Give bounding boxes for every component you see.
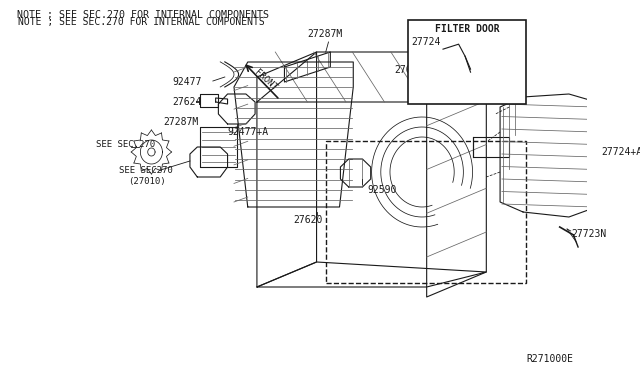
- Text: NOTE ; SEE SEC.270 FOR INTERNAL COMPONENTS: NOTE ; SEE SEC.270 FOR INTERNAL COMPONEN…: [17, 10, 269, 20]
- Text: 27287M: 27287M: [163, 117, 198, 127]
- Text: 27287M: 27287M: [307, 29, 342, 39]
- Text: (27010): (27010): [129, 176, 166, 186]
- Text: 92477: 92477: [173, 77, 202, 87]
- Text: 27624: 27624: [173, 97, 202, 107]
- Text: 92477+A: 92477+A: [228, 127, 269, 137]
- Text: 27610B: 27610B: [394, 65, 430, 75]
- Text: FILTER DOOR: FILTER DOOR: [435, 25, 499, 35]
- Text: R271000E: R271000E: [527, 354, 573, 364]
- Text: 27620: 27620: [294, 215, 323, 225]
- Text: 27723N: 27723N: [572, 229, 607, 239]
- Text: FRONT: FRONT: [253, 68, 279, 92]
- Text: 92590: 92590: [367, 185, 396, 195]
- Bar: [326, 141, 525, 283]
- Text: SEE SEC.270: SEE SEC.270: [97, 140, 156, 148]
- Text: SEE SEC270: SEE SEC270: [119, 166, 173, 174]
- Text: 27724: 27724: [412, 38, 441, 48]
- Text: NOTE ; SEE SEC.270 FOR INTERNAL COMPONENTS: NOTE ; SEE SEC.270 FOR INTERNAL COMPONEN…: [19, 17, 265, 27]
- Bar: [408, 20, 525, 104]
- Text: 27724+A: 27724+A: [601, 147, 640, 157]
